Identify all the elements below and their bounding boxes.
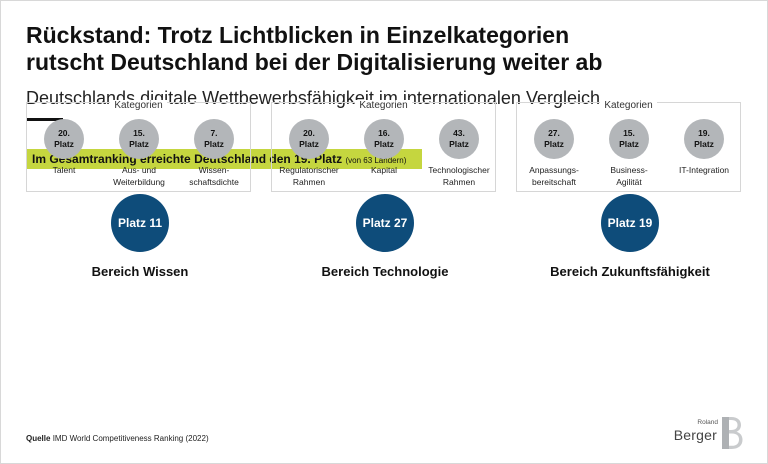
title-line-1: Rückstand: Trotz Lichtblicken in Einzelk… (26, 22, 570, 48)
page-subtitle: Deutschlands digitale Wettbewerbsfähigke… (26, 88, 600, 108)
area-rank-circle: Platz 11 (111, 194, 169, 252)
category-name: Kapital (371, 165, 397, 175)
categories-label: Kategorien (517, 95, 740, 113)
categories-label: Kategorien (27, 95, 250, 113)
category-name: IT-Integration (678, 165, 730, 175)
category-name: Anpassungs- bereitschaft (529, 165, 579, 187)
area-name: Bereich Wissen (91, 264, 189, 279)
category-item: 27. Platz Anpassungs- bereitschaft (516, 119, 592, 188)
category-name: Technologischer Rahmen (428, 165, 490, 187)
category-item: 16. Platz Kapital (346, 119, 422, 176)
category-item: 15. Platz Aus- und Weiterbildung (101, 119, 177, 188)
roland-berger-logo: Roland Berger (668, 416, 744, 452)
category-item: 19. Platz IT-Integration (666, 119, 742, 176)
logo-text-roland: Roland (697, 419, 718, 426)
category-rank-circle: 27. Platz (534, 119, 574, 159)
category-name: Wissen- schaftsdichte (189, 165, 239, 187)
area-name: Bereich Zukunftsfähigkeit (550, 264, 710, 279)
category-rank-circle: 7. Platz (194, 119, 234, 159)
category-name: Talent (52, 165, 76, 175)
category-rank-circle: 20. Platz (289, 119, 329, 159)
title-rule (26, 118, 63, 121)
source-note: Quelle IMD World Competitiveness Ranking… (26, 434, 209, 443)
title-line-2: rutscht Deutschland bei der Digitalisier… (26, 49, 603, 75)
area-name: Bereich Technologie (321, 264, 449, 279)
area-rank-circle: Platz 19 (601, 194, 659, 252)
categories-box-zukunftsfaehigkeit: Kategorien 27. Platz Anpassungs- bereits… (516, 100, 742, 192)
categories-box-wissen: Kategorien 20. Platz Talent 15. Platz Au… (26, 100, 252, 192)
categories-box-technologie: Kategorien 20. Platz Regulatorischer Rah… (271, 100, 497, 192)
area-rank-circle: Platz 27 (356, 194, 414, 252)
category-name: Aus- und Weiterbildung (113, 165, 165, 187)
category-item: 15. Platz Business- Agilität (591, 119, 667, 188)
category-item: 20. Platz Talent (26, 119, 102, 176)
source-text: IMD World Competitiveness Ranking (2022) (52, 434, 209, 443)
category-rank-circle: 19. Platz (684, 119, 724, 159)
roland-berger-b-logo-icon (722, 417, 743, 449)
banner-text: Im Gesamtranking erreichte Deutschland d… (32, 152, 343, 166)
categories-label: Kategorien (272, 95, 495, 113)
category-rank-circle: 16. Platz (364, 119, 404, 159)
category-rank-circle: 15. Platz (119, 119, 159, 159)
logo-text-berger: Berger (673, 427, 717, 443)
category-item: 43. Platz Technologischer Rahmen (421, 119, 497, 188)
category-rank-circle: 20. Platz (44, 119, 84, 159)
category-name: Regulatorischer Rahmen (279, 165, 339, 187)
category-item: 20. Platz Regulatorischer Rahmen (271, 119, 347, 188)
banner-note: (von 63 Ländern) (345, 156, 407, 165)
category-item: 7. Platz Wissen- schaftsdichte (176, 119, 252, 188)
source-label: Quelle (26, 434, 51, 443)
category-rank-circle: 43. Platz (439, 119, 479, 159)
category-name: Business- Agilität (610, 165, 648, 187)
page-title: Rückstand: Trotz Lichtblicken in Einzelk… (26, 22, 726, 76)
category-rank-circle: 15. Platz (609, 119, 649, 159)
